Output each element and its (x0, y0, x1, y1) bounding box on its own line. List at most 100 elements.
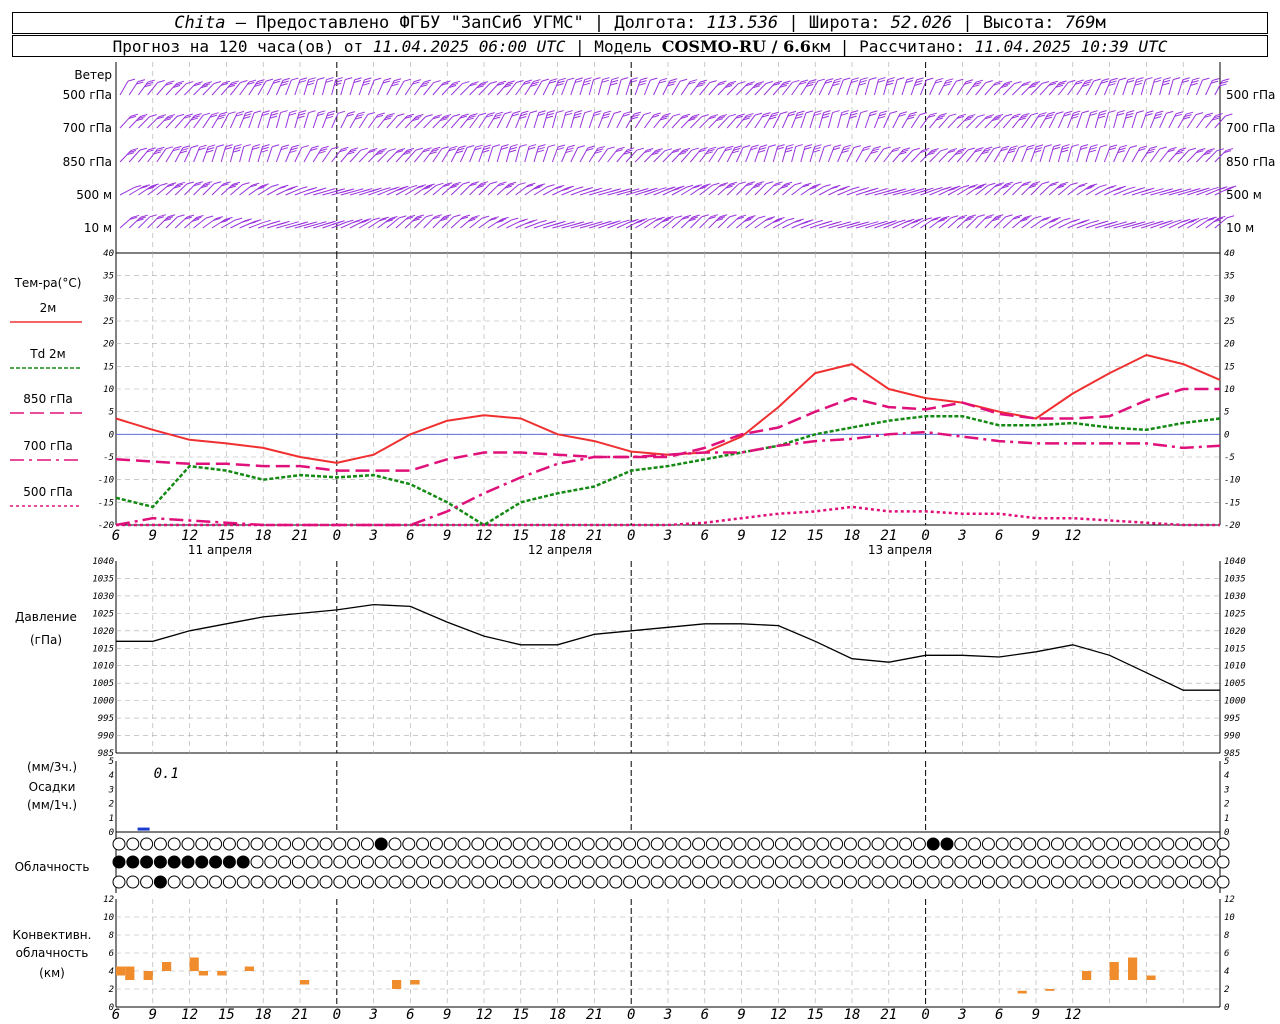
wind-barb-feather (601, 79, 609, 83)
wind-barb-feather (993, 216, 1002, 220)
wind-barb-feather (1077, 184, 1086, 188)
wind-barb-feather (1156, 110, 1164, 114)
wind-barb-feather (220, 111, 228, 115)
wind-barb-feather (985, 146, 993, 150)
wind-barb (183, 147, 192, 163)
wind-barb (230, 184, 243, 196)
wind-barb-feather (594, 110, 602, 114)
conv-hour-label: 6 (701, 1007, 709, 1023)
wind-barb-feather (387, 112, 395, 116)
cloud-fill (223, 856, 236, 868)
wind-barb-feather (788, 110, 797, 114)
wind-barb (1048, 219, 1064, 229)
wind-barb-feather (1000, 85, 1009, 89)
wind-barb-feather (891, 149, 899, 153)
wind-barb-feather (988, 182, 996, 186)
cloud-circle (664, 875, 678, 889)
wind-barb-feather (415, 147, 424, 151)
wind-barb (312, 79, 319, 96)
pressure-tick-left: 1005 (92, 679, 114, 689)
wind-barb (625, 149, 638, 163)
wind-barb-feather (993, 146, 1001, 150)
cloud-circle (719, 855, 733, 869)
wind-barb-feather (682, 113, 691, 117)
cloud-circle (264, 855, 278, 869)
wind-barb-feather (441, 146, 449, 150)
wind-barb-feather (280, 83, 288, 87)
wind-barb-feather (248, 221, 257, 225)
pressure-tick-right: 1005 (1224, 679, 1246, 689)
wind-barb (607, 113, 615, 129)
wind-barb-feather (206, 149, 214, 153)
wind-barb-feather (1104, 222, 1113, 226)
temp-tick-right: 30 (1223, 294, 1235, 304)
wind-barb-feather (510, 144, 518, 148)
cloud-circle (278, 875, 292, 889)
cloud-cover-symbol (581, 855, 595, 869)
wind-barb-feather (126, 152, 135, 156)
wind-barb-feather (331, 146, 339, 150)
temp-tick-right: 0 (1224, 430, 1229, 440)
wind-barb-feather (842, 147, 850, 151)
station-name: Chita (174, 13, 226, 33)
wind-barb-feather (507, 80, 515, 84)
wind-barb-feather (1041, 217, 1049, 221)
pressure-tick-left: 1040 (92, 557, 114, 567)
wind-barb-feather (685, 184, 694, 188)
wind-barb-feather (1028, 185, 1036, 189)
wind-barb-feather (165, 216, 174, 220)
wind-barb-feather (1018, 144, 1027, 148)
wind-barb-feather (582, 188, 591, 191)
cloud-cover-symbol (1175, 855, 1189, 869)
cloud-circle (636, 855, 650, 869)
wind-barb-feather (1032, 81, 1041, 85)
cloud-cover-symbol (692, 855, 706, 869)
wind-barb (901, 149, 914, 163)
cloud-cover-symbol (761, 855, 775, 869)
cloud-circle (360, 855, 374, 869)
temp-tick-left: 15 (103, 362, 114, 372)
temp-hour-label: 6 (406, 528, 414, 544)
cloud-cover-symbol (209, 875, 223, 889)
wind-barb-feather (455, 150, 464, 154)
wind-barb (469, 217, 483, 229)
cloud-cover-symbol (554, 837, 568, 851)
wind-barb (616, 190, 633, 196)
wind-barb-feather (557, 80, 565, 84)
wind-barb-feather (1014, 81, 1022, 85)
conv-hour-label: 12 (181, 1007, 198, 1023)
wind-barb-feather (459, 115, 468, 119)
wind-barb-feather (422, 81, 430, 85)
wind-barb-feather (289, 110, 297, 114)
wind-barb (496, 113, 505, 129)
latitude-label: | Широта: (778, 13, 891, 33)
wind-barb-feather (489, 81, 498, 85)
wind-barb-feather (920, 189, 929, 193)
wind-barb-feather (717, 82, 725, 86)
pressure-tick-left: 1025 (92, 609, 114, 619)
wind-barb-feather (787, 113, 795, 117)
cloud-circle (347, 855, 361, 869)
wind-barb-feather (265, 78, 274, 82)
wind-barb-feather (209, 114, 218, 118)
conv-tick-right: 2 (1224, 985, 1229, 995)
wind-barb-feather (325, 115, 334, 119)
cloud-circle (857, 837, 871, 851)
wind-barb (956, 149, 969, 163)
wind-barb-feather (880, 110, 888, 114)
wind-barb-feather (897, 77, 905, 81)
temp-tick-left: 30 (102, 294, 114, 304)
cloud-circle (1161, 837, 1175, 851)
cloud-cover-symbol (181, 837, 195, 851)
wind-barb-feather (860, 110, 868, 114)
wind-barb (966, 116, 979, 129)
wind-barb-feather (1189, 219, 1197, 223)
wind-barb-feather (754, 183, 763, 187)
wind-barb-feather (1023, 181, 1031, 185)
wind-barb-feather (199, 144, 207, 148)
wind-barb-feather (470, 216, 478, 220)
cloud-circle (485, 855, 499, 869)
cloud-circle (1216, 837, 1230, 851)
wind-barb-feather (899, 111, 908, 115)
cloud-circle (802, 855, 816, 869)
